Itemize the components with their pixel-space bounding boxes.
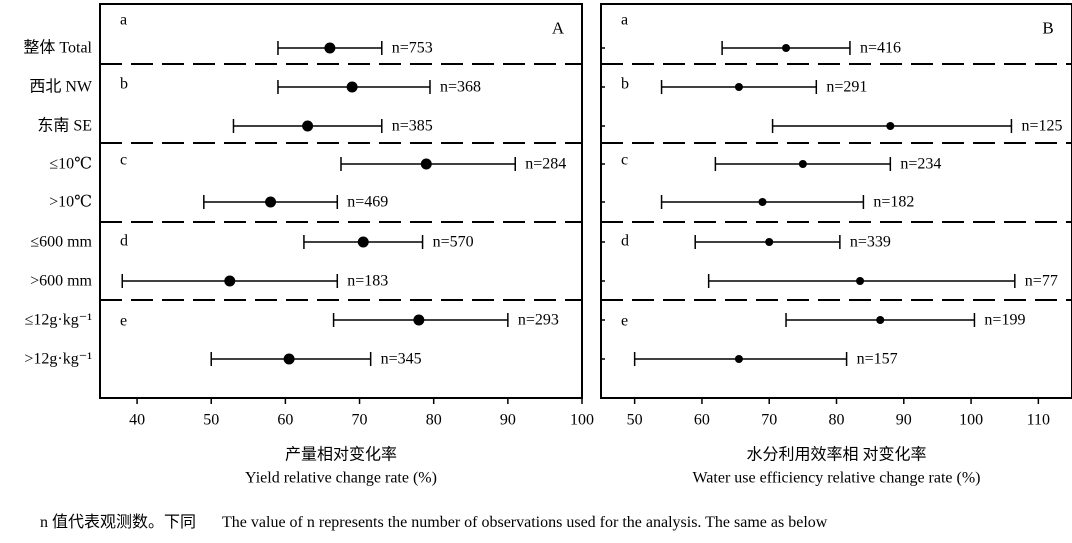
row-label: 东南 SE bbox=[37, 117, 92, 135]
panel-frame bbox=[99, 3, 583, 399]
sample-size-label: n=339 bbox=[850, 234, 891, 251]
group-letter: c bbox=[120, 152, 127, 169]
sample-size-label: n=77 bbox=[1025, 273, 1058, 290]
row-label: ≤12g·kg⁻¹ bbox=[25, 312, 93, 329]
sample-size-label: n=753 bbox=[392, 40, 433, 57]
mean-point bbox=[856, 277, 865, 285]
x-tick-label: 100 bbox=[959, 412, 983, 429]
group-letter: a bbox=[120, 12, 127, 29]
mean-point bbox=[420, 158, 432, 170]
sample-size-label: n=416 bbox=[860, 40, 901, 57]
sample-size-label: n=385 bbox=[392, 118, 433, 135]
group-letter: e bbox=[621, 313, 628, 330]
sample-size-label: n=469 bbox=[347, 194, 388, 211]
x-tick-label: 40 bbox=[129, 412, 145, 429]
x-tick-label: 70 bbox=[761, 412, 777, 429]
mean-point bbox=[357, 236, 369, 248]
mean-point bbox=[324, 42, 336, 54]
sample-size-label: n=183 bbox=[347, 273, 388, 290]
sample-size-label: n=291 bbox=[826, 79, 867, 96]
x-axis-label-en: Yield relative change rate (%) bbox=[245, 470, 437, 487]
panel-letter: A bbox=[552, 19, 565, 38]
sample-size-label: n=234 bbox=[900, 156, 941, 173]
x-tick-label: 90 bbox=[896, 412, 912, 429]
mean-point bbox=[265, 196, 277, 208]
sample-size-label: n=182 bbox=[873, 194, 914, 211]
x-axis-label-en: Water use efficiency relative change rat… bbox=[692, 470, 980, 487]
mean-point bbox=[224, 275, 236, 287]
row-label: ≤600 mm bbox=[30, 234, 92, 251]
mean-point bbox=[876, 316, 885, 324]
figure-caption: n 值代表观测数。下同 The value of n represents the… bbox=[40, 508, 827, 532]
row-label: >12g·kg⁻¹ bbox=[24, 351, 92, 368]
sample-size-label: n=284 bbox=[525, 156, 566, 173]
panel-letter: B bbox=[1042, 19, 1053, 38]
x-tick-label: 60 bbox=[277, 412, 293, 429]
mean-point bbox=[886, 122, 895, 130]
x-tick-label: 90 bbox=[500, 412, 516, 429]
x-tick-label: 80 bbox=[829, 412, 845, 429]
row-label: 整体 Total bbox=[23, 39, 92, 57]
mean-point bbox=[734, 83, 743, 91]
x-tick-label: 100 bbox=[570, 412, 594, 429]
mean-point bbox=[413, 314, 425, 326]
mean-point bbox=[758, 198, 767, 206]
caption-en: The value of n represents the number of … bbox=[222, 514, 828, 531]
x-tick-label: 50 bbox=[203, 412, 219, 429]
sample-size-label: n=199 bbox=[984, 312, 1025, 329]
mean-point bbox=[798, 160, 807, 168]
group-letter: b bbox=[621, 76, 629, 93]
row-label: >10℃ bbox=[49, 194, 92, 211]
sample-size-label: n=570 bbox=[433, 234, 474, 251]
group-letter: e bbox=[120, 313, 127, 330]
x-tick-label: 110 bbox=[1027, 412, 1050, 429]
x-tick-label: 60 bbox=[694, 412, 710, 429]
x-tick-label: 80 bbox=[426, 412, 442, 429]
row-label: 西北 NW bbox=[29, 78, 93, 96]
sample-size-label: n=368 bbox=[440, 79, 481, 96]
group-letter: d bbox=[621, 233, 629, 250]
mean-point bbox=[302, 120, 314, 132]
group-letter: a bbox=[621, 12, 628, 29]
x-tick-label: 70 bbox=[352, 412, 368, 429]
group-letter: d bbox=[120, 233, 128, 250]
mean-point bbox=[765, 238, 774, 246]
group-letter: b bbox=[120, 76, 128, 93]
sample-size-label: n=345 bbox=[381, 351, 422, 368]
sample-size-label: n=157 bbox=[857, 351, 898, 368]
mean-point bbox=[283, 353, 295, 365]
mean-point bbox=[734, 355, 743, 363]
mean-point bbox=[782, 44, 791, 52]
group-letter: c bbox=[621, 152, 628, 169]
sample-size-label: n=125 bbox=[1021, 118, 1062, 135]
sample-size-label: n=293 bbox=[518, 312, 559, 329]
mean-point bbox=[346, 81, 358, 93]
x-axis-label-cn: 产量相对变化率 bbox=[285, 446, 397, 464]
caption-cn: n 值代表观测数。下同 bbox=[40, 514, 197, 531]
row-label: >600 mm bbox=[30, 273, 92, 290]
x-axis-label-cn: 水分利用效率相 对变化率 bbox=[746, 446, 926, 464]
row-label: ≤10℃ bbox=[49, 156, 92, 173]
x-tick-label: 50 bbox=[627, 412, 643, 429]
